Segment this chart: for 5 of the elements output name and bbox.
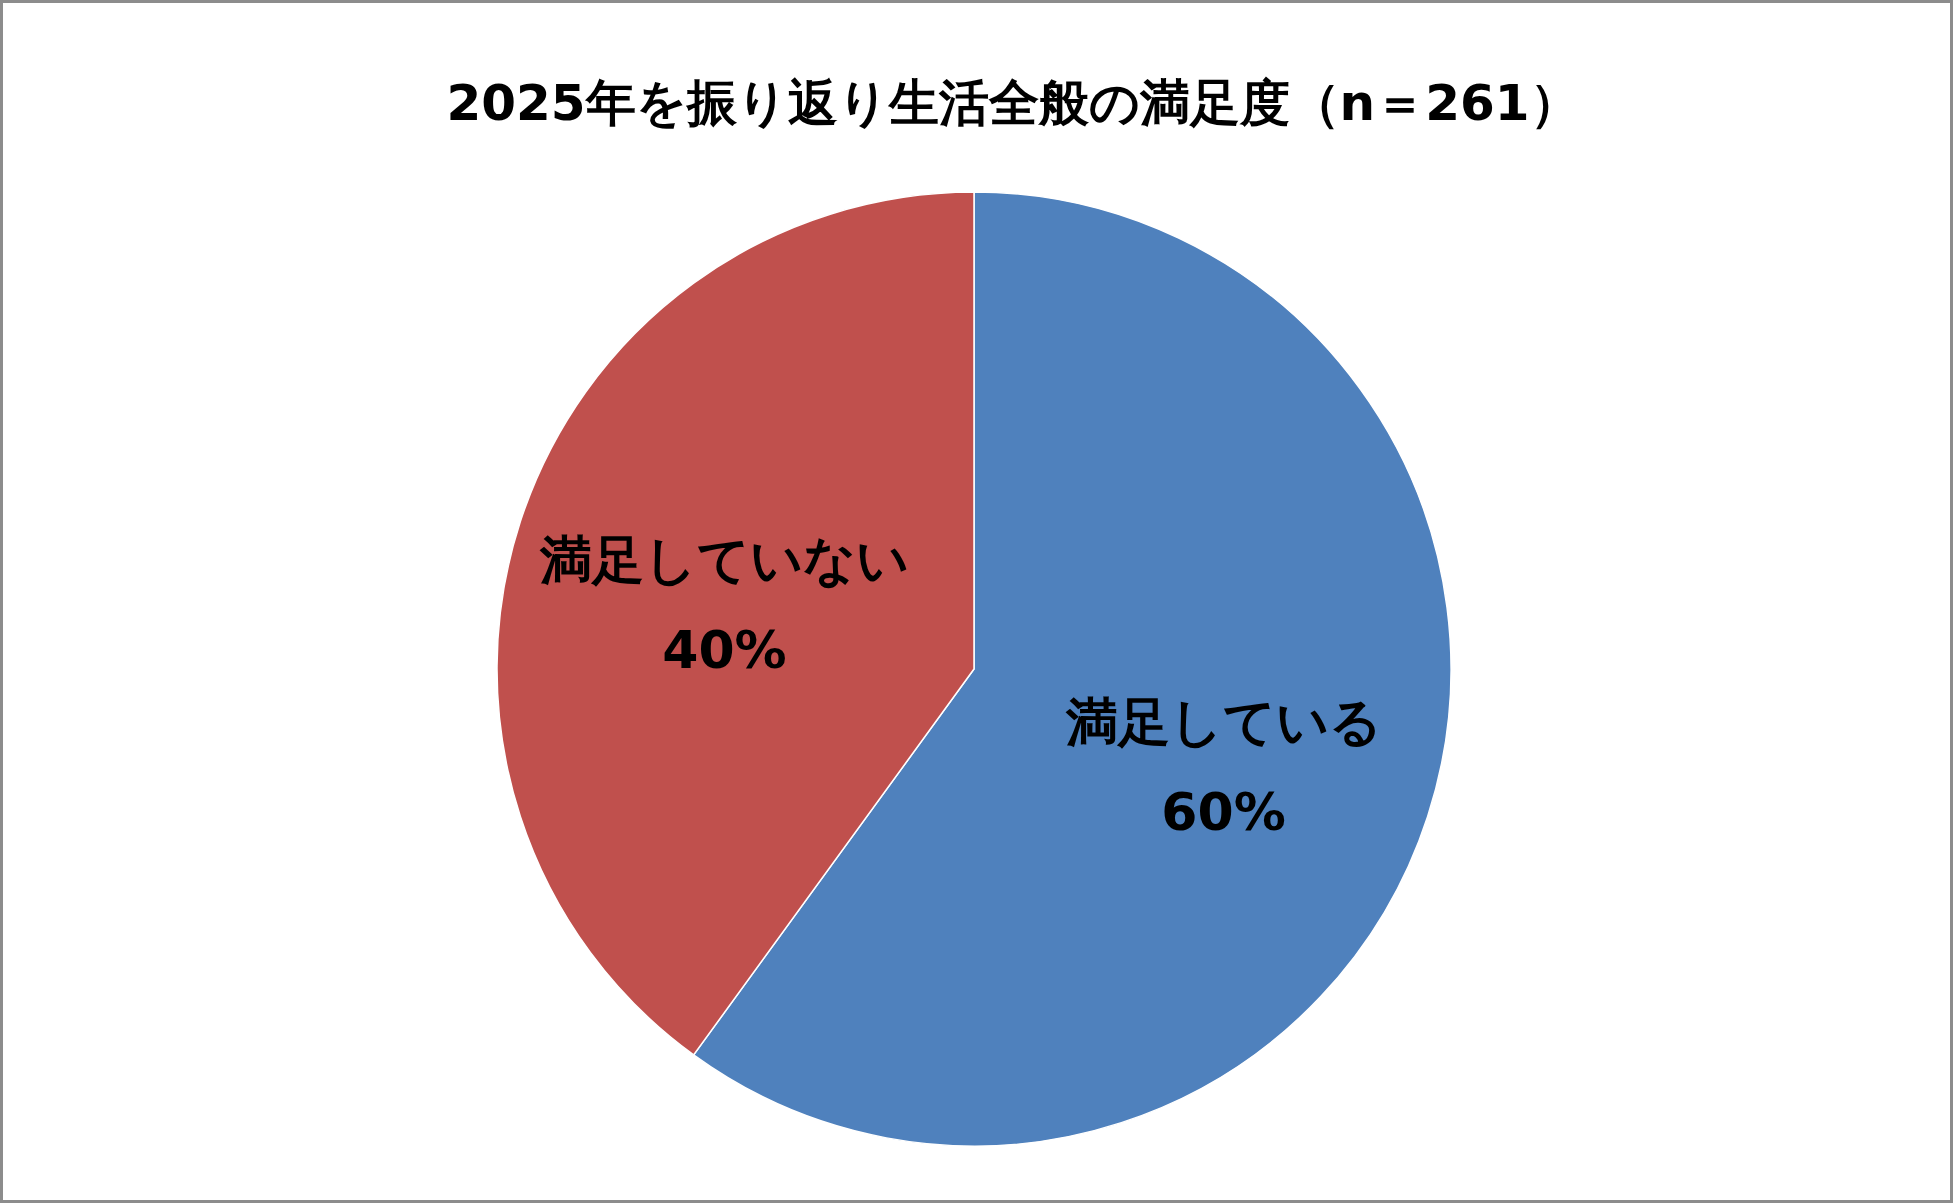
data-label: 60% <box>1161 782 1286 843</box>
slice-label: 満足していない <box>538 529 909 590</box>
slice-label: 満足している <box>1064 692 1382 753</box>
chart-title: 2025年を振り返り生活全般の満足度（n＝261） <box>446 74 1580 132</box>
data-label: 40% <box>662 619 787 680</box>
